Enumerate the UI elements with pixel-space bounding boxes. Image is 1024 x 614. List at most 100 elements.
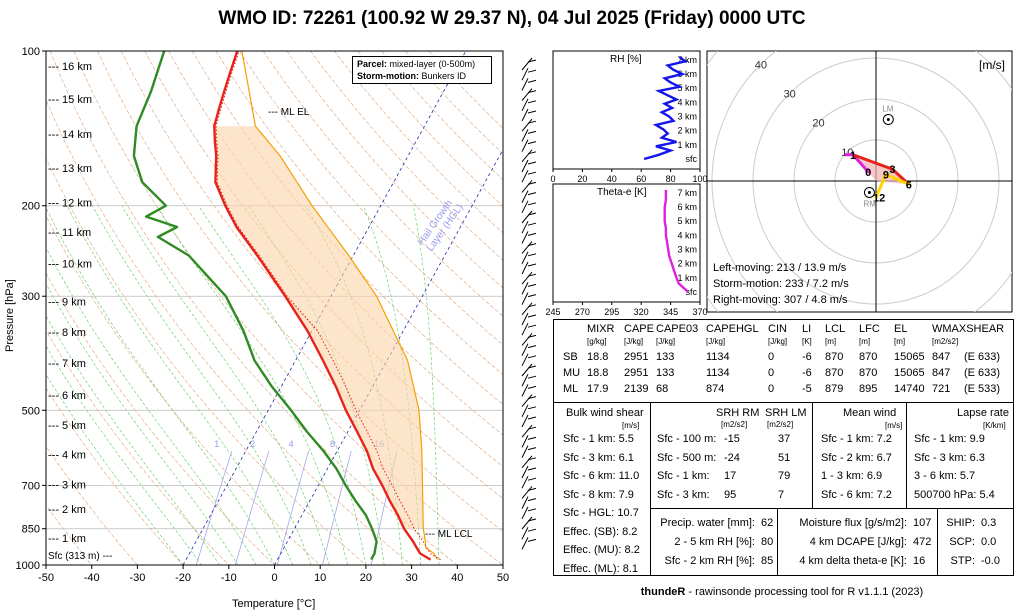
x-tick-label: 0 (550, 174, 555, 184)
precip-value: 62 (761, 517, 774, 529)
index-label: SCP: (949, 536, 975, 548)
parcel-col-unit: [m] (894, 337, 906, 346)
parcel-cell: 14740 (894, 383, 925, 395)
storm-motion-value: Bunkers ID (421, 71, 467, 81)
height-label: --- 6 km (48, 390, 86, 402)
hodo-segment (851, 153, 894, 171)
cape-area (214, 126, 424, 529)
dry-adiabat (46, 99, 412, 565)
wind-barb (521, 251, 537, 265)
x-tick-label: -20 (175, 572, 191, 584)
parcel-cell: 133 (656, 367, 675, 379)
dewpoint-line (132, 51, 378, 561)
storm-motion-key: Storm-motion: (357, 71, 419, 81)
p-tick-label: 850 (22, 524, 40, 536)
srh-row-label: Sfc - 100 m: (657, 433, 717, 445)
parcel-col-unit: [J/kg] (656, 337, 676, 346)
parcel-row-label: MU (563, 367, 581, 379)
right-moving-text: Right-moving: 307 / 4.8 m/s (713, 294, 848, 306)
index-value: 0.0 (981, 536, 997, 548)
parcel-row-label: ML (563, 383, 579, 395)
lapse-rate-row: Sfc - 3 km: 6.3 (914, 451, 985, 464)
parcel-cell: 1134 (706, 351, 730, 363)
parcel-col-header: LI (802, 323, 812, 335)
parcel-col-header: CIN (768, 323, 787, 335)
parcel-row-label: SB (563, 351, 578, 363)
srh-lm-value: 51 (778, 451, 791, 464)
parcel-legend: Parcel: mixed-layer (0-500m) Storm-motio… (352, 56, 492, 84)
srh-rm-value: 17 (724, 470, 737, 482)
parcel-cell: 870 (859, 367, 878, 379)
wind-barb (521, 475, 537, 489)
x-tick-label: 0 (271, 572, 277, 584)
x-tick-label: 270 (575, 307, 590, 317)
height-label: --- 9 km (48, 296, 86, 308)
mean-wind-unit: [m/s] (885, 421, 903, 430)
srh-rm-title: SRH RM (716, 407, 760, 419)
parcel-cell: 870 (825, 351, 844, 363)
parcel-cell: 0 (768, 351, 775, 363)
parcel-cell: 133 (656, 351, 675, 363)
p-tick-label: 1000 (16, 560, 40, 572)
wind-barb (521, 292, 537, 305)
wind-barb (521, 435, 537, 448)
parcel-col-unit: [J/kg] (706, 337, 726, 346)
wind-barb (521, 271, 537, 285)
rh-profile-chart: 7 km 6 km 5 km 4 km 3 km 2 km 1 km sfc 0 20 40 60 80… (550, 50, 708, 184)
mixing-ratio-label: 2 (250, 439, 255, 449)
wind-barb (521, 159, 537, 173)
wind-barb (521, 88, 537, 101)
lm-label: LM (882, 105, 893, 114)
wind-barb (521, 516, 537, 530)
bulk-shear-row: Sfc - 1 km: 5.5 (563, 433, 634, 445)
srh-rm-value: -15 (724, 433, 740, 445)
height-label: --- 4 km (48, 450, 86, 462)
moist-adiabat (46, 373, 184, 565)
parcel-cell: 721 (932, 383, 951, 395)
ml-lcl-label: --- ML LCL (425, 529, 473, 540)
temperature-line (213, 51, 432, 561)
index-label: SHIP: (946, 517, 975, 529)
dry-adiabat (286, 51, 503, 289)
hodo-ring-label: 40 (755, 59, 767, 71)
moisture-panel: Moisture flux [g/s/m2]: 107 4 km DCAPE [J/… (777, 508, 939, 576)
bulk-shear-row: Sfc - 8 km: 7.9 (563, 488, 634, 501)
mean-wind-row: Sfc - 2 km: 6.7 (821, 451, 892, 464)
x-tick-label: 295 (604, 307, 619, 317)
rh-title: RH [%] (610, 54, 642, 65)
parcel-col-unit: [g/kg] (587, 337, 607, 346)
wind-barb (521, 78, 537, 91)
left-moving-text: Left-moving: 213 / 13.9 m/s (713, 262, 847, 274)
bulk-shear-row: Effec. (ML): 8.1 (563, 562, 638, 575)
precip-panel: Precip. water [mm]: 62 2 - 5 km RH [%]: 80 S… (650, 508, 779, 576)
mean-wind-row: Sfc - 1 km: 7.2 (821, 433, 892, 445)
parcel-cell: (E 533) (964, 383, 1001, 395)
wind-barb (521, 180, 537, 193)
wind-barb (521, 129, 537, 142)
precip-label: Sfc - 2 km RH [%]: (664, 555, 755, 567)
theta-e-profile-chart: 7 km 6 km 5 km 4 km 3 km 2 km 1 km sfc 245 270 295… (545, 183, 708, 317)
lapse-rate-unit: [K/km] (983, 421, 1006, 430)
parcel-cell: 879 (825, 383, 844, 395)
wind-barb (521, 414, 537, 428)
wind-barb (521, 57, 537, 71)
parcel-cell: (E 633) (964, 351, 1001, 363)
parcel-cell: 18.8 (587, 367, 609, 379)
page-title: WMO ID: 72261 (100.92 W 29.37 N), 04 Jul… (218, 8, 806, 29)
profile-line (663, 190, 689, 293)
height-label: --- 13 km (48, 163, 92, 175)
index-value: 0.3 (981, 517, 997, 529)
height-label: --- 12 km (48, 197, 92, 209)
mixing-ratio-line (234, 450, 270, 565)
x-tick-label: -50 (38, 572, 54, 584)
mixing-ratio-label: 4 (289, 439, 294, 449)
parcel-table: MIXR [g/kg] CAPE [J/kg] CAPE03 [J/kg] CAPEHGL[… (553, 319, 1014, 403)
mean-wind-panel: Mean wind [m/s] Sfc - 1 km: 7.2 Sfc - 2 k… (812, 402, 908, 510)
mixing-ratio-label: 1 (214, 439, 219, 449)
theta-e-title: Theta-e [K] (597, 187, 647, 198)
mean-wind-title: Mean wind (843, 407, 897, 419)
wind-barb (521, 496, 537, 509)
wind-barb (521, 353, 537, 367)
wind-barb (521, 108, 537, 122)
lapse-rate-panel: Lapse rate [K/km] Sfc - 1 km: 9.9 Sfc - 3… (906, 402, 1014, 510)
